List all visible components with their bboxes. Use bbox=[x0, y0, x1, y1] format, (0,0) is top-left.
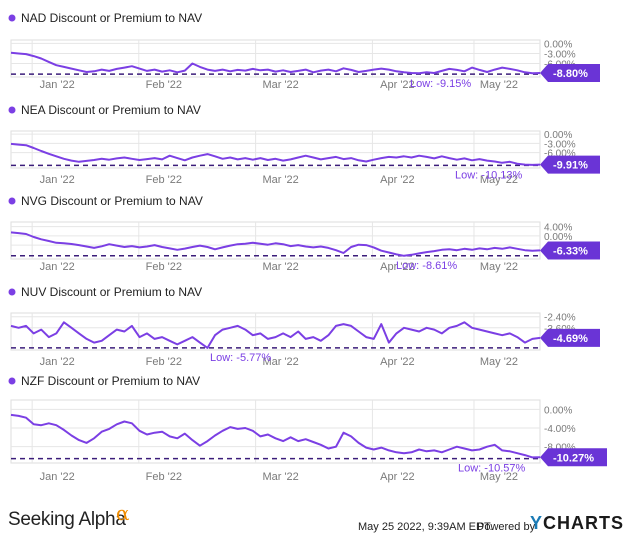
x-tick-label: Feb '22 bbox=[146, 174, 182, 186]
x-tick-label: Mar '22 bbox=[262, 79, 298, 91]
y-tick-label: 0.00% bbox=[544, 130, 572, 141]
series-line bbox=[10, 231, 541, 257]
plot-frame bbox=[10, 399, 541, 464]
chart-area: NAD Discount or Premium to NAV0.00%-3.00… bbox=[8, 11, 607, 483]
y-tick-label: -3.00% bbox=[544, 49, 576, 60]
x-tick-label: Apr '22 bbox=[380, 79, 415, 91]
legend-marker bbox=[8, 14, 16, 22]
ycharts-logo[interactable]: YCHARTS bbox=[530, 513, 624, 534]
low-label: Low: -8.61% bbox=[396, 260, 457, 272]
x-tick-label: Apr '22 bbox=[380, 471, 415, 483]
x-tick-label: Feb '22 bbox=[146, 79, 182, 91]
current-value-badge bbox=[540, 241, 600, 260]
chart-title: NEA Discount or Premium to NAV bbox=[21, 103, 201, 117]
seeking-alpha-logo[interactable]: Seeking Alpha bbox=[8, 509, 126, 530]
series-line bbox=[10, 142, 541, 166]
x-tick-label: May '22 bbox=[480, 79, 518, 91]
plot-frame bbox=[10, 130, 541, 169]
x-tick-label: Apr '22 bbox=[380, 174, 415, 186]
powered-by-label: Powered by bbox=[477, 521, 536, 533]
timestamp-label: May 25 2022, 9:39AM EDT. bbox=[358, 521, 493, 533]
y-tick-label: 0.00% bbox=[544, 405, 572, 416]
seeking-alpha-alpha-mark: α bbox=[116, 501, 130, 525]
x-tick-label: Feb '22 bbox=[146, 261, 182, 273]
current-value-badge bbox=[540, 63, 600, 82]
chart-title: NVG Discount or Premium to NAV bbox=[21, 194, 203, 208]
current-value-label: -10.27% bbox=[553, 452, 594, 464]
y-tick-label: -4.00% bbox=[544, 424, 576, 435]
y-tick-label: 4.00% bbox=[544, 223, 572, 234]
ycharts-logo-y: Y bbox=[530, 513, 544, 533]
low-label: Low: -9.15% bbox=[410, 78, 471, 90]
y-tick-label: -2.40% bbox=[544, 313, 576, 324]
series-line bbox=[10, 51, 541, 75]
x-tick-label: Jan '22 bbox=[40, 79, 75, 91]
x-tick-label: Jan '22 bbox=[40, 174, 75, 186]
footer: Seeking Alpha α May 25 2022, 9:39AM EDT.… bbox=[0, 501, 635, 540]
chart-title: NAD Discount or Premium to NAV bbox=[21, 11, 202, 25]
low-label: Low: -10.13% bbox=[455, 169, 522, 181]
x-tick-label: Jan '22 bbox=[40, 471, 75, 483]
x-tick-label: May '22 bbox=[480, 356, 518, 368]
current-value-label: -9.91% bbox=[553, 160, 588, 172]
ycharts-logo-text: CHARTS bbox=[543, 513, 625, 533]
series-line bbox=[10, 413, 541, 459]
x-tick-label: Feb '22 bbox=[146, 356, 182, 368]
x-tick-label: Apr '22 bbox=[380, 356, 415, 368]
plot-frame bbox=[10, 39, 541, 78]
low-label: Low: -5.77% bbox=[210, 352, 271, 364]
x-tick-label: May '22 bbox=[480, 261, 518, 273]
x-tick-label: Apr '22 bbox=[380, 261, 415, 273]
y-tick-label: -6.00% bbox=[544, 149, 576, 160]
x-tick-label: Mar '22 bbox=[262, 471, 298, 483]
plot-frame bbox=[10, 221, 541, 260]
y-tick-label: 0.00% bbox=[544, 232, 572, 243]
current-value-badge bbox=[540, 448, 607, 467]
legend-marker bbox=[8, 288, 16, 296]
x-tick-label: Feb '22 bbox=[146, 471, 182, 483]
current-value-badge bbox=[540, 155, 600, 174]
series-line bbox=[10, 321, 541, 349]
x-tick-label: Jan '22 bbox=[40, 356, 75, 368]
legend-marker bbox=[8, 377, 16, 385]
x-tick-label: May '22 bbox=[480, 174, 518, 186]
current-value-label: -8.80% bbox=[553, 68, 588, 80]
legend-marker bbox=[8, 106, 16, 114]
y-tick-label: -8.00% bbox=[544, 443, 576, 454]
legend-marker bbox=[8, 197, 16, 205]
x-tick-label: Jan '22 bbox=[40, 261, 75, 273]
low-label: Low: -10.57% bbox=[458, 463, 525, 475]
x-tick-label: Mar '22 bbox=[262, 356, 298, 368]
x-tick-label: May '22 bbox=[480, 471, 518, 483]
y-tick-label: -3.00% bbox=[544, 139, 576, 150]
x-tick-label: Mar '22 bbox=[262, 261, 298, 273]
current-value-label: -4.69% bbox=[553, 333, 588, 345]
current-value-badge bbox=[540, 328, 600, 347]
current-value-label: -6.33% bbox=[553, 245, 588, 257]
chart-title: NUV Discount or Premium to NAV bbox=[21, 285, 202, 299]
y-tick-label: 0.00% bbox=[544, 39, 572, 50]
chart-title: NZF Discount or Premium to NAV bbox=[21, 374, 200, 388]
plot-frame bbox=[10, 312, 541, 351]
x-tick-label: Mar '22 bbox=[262, 174, 298, 186]
